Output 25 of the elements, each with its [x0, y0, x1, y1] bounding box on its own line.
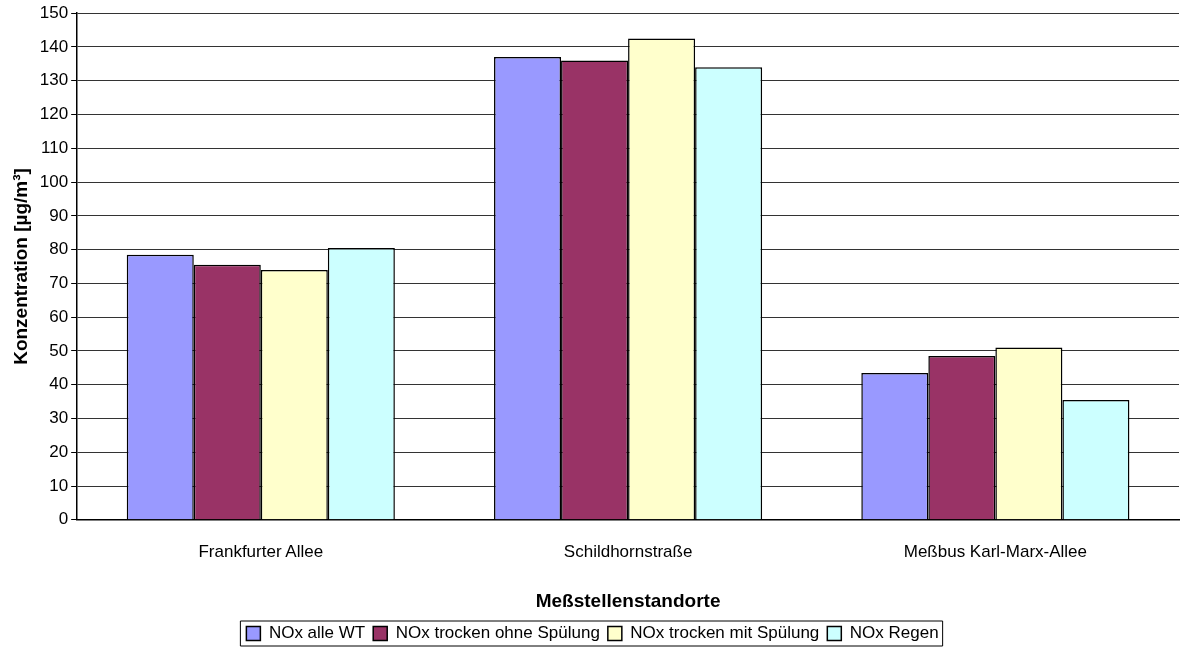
y-tick-label: 90 [49, 205, 69, 225]
y-tick-label: 100 [39, 171, 69, 191]
y-tick-label: 140 [39, 36, 69, 56]
y-tick-label: 120 [39, 104, 69, 124]
y-tick-label: 70 [49, 273, 69, 293]
y-tick-label: 130 [39, 70, 69, 90]
y-tick-label: 0 [58, 509, 69, 529]
legend-label: NOx alle WT [268, 623, 366, 643]
y-tick-label: 110 [41, 137, 69, 157]
y-tick-label: 10 [49, 475, 69, 495]
y-tick-label: 60 [49, 306, 69, 326]
y-tick-label: 150 [39, 2, 69, 22]
y-axis-title: Konzentration [µg/m³] [9, 168, 31, 365]
x-tick-label: Schildhornstraße [563, 541, 693, 561]
x-tick-label: Frankfurter Allee [198, 541, 324, 561]
legend-label: NOx Regen [849, 623, 939, 643]
x-axis-title: Meßstellenstandorte [535, 589, 721, 611]
legend-label: NOx trocken mit Spülung [630, 623, 820, 643]
x-tick-label: Meßbus Karl-Marx-Allee [903, 541, 1087, 561]
y-tick-label: 40 [49, 374, 69, 394]
legend-label: NOx trocken ohne Spülung [395, 623, 600, 643]
y-tick-label: 80 [49, 239, 69, 259]
y-tick-label: 20 [49, 441, 69, 461]
y-tick-label: 30 [49, 408, 69, 428]
y-tick-label: 50 [49, 340, 69, 360]
